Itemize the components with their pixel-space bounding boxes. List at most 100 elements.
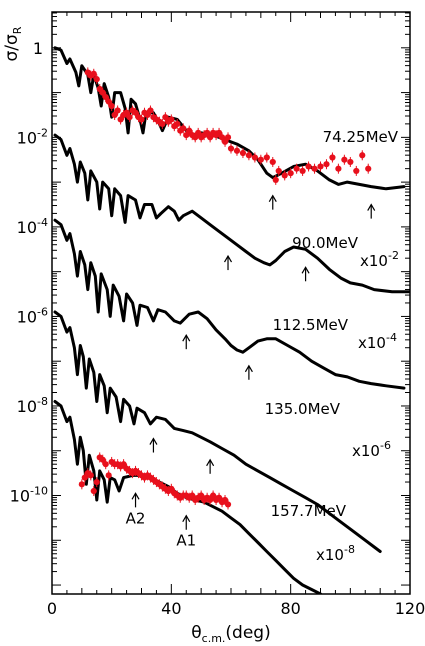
data-point bbox=[174, 120, 181, 128]
data-point bbox=[204, 129, 211, 136]
x-tick-label: 80 bbox=[280, 599, 300, 618]
y-tick-labels: 1 10-2 10-4 10-6 10-8 10-10 bbox=[10, 39, 48, 506]
x-tick-label: 120 bbox=[395, 599, 425, 618]
data-point bbox=[105, 472, 112, 479]
data-point bbox=[224, 501, 232, 508]
data-point bbox=[215, 129, 223, 136]
curve-3 bbox=[53, 310, 382, 553]
data-point bbox=[323, 161, 330, 168]
data-point bbox=[87, 472, 94, 479]
data-point bbox=[293, 165, 300, 172]
data-point bbox=[126, 114, 133, 121]
scale-factor: x10-2 bbox=[360, 249, 399, 270]
data-point bbox=[114, 107, 121, 114]
data-point bbox=[99, 89, 106, 96]
data-point bbox=[78, 481, 85, 488]
data-point bbox=[192, 134, 199, 141]
data-point bbox=[132, 109, 139, 116]
data-point bbox=[144, 111, 151, 119]
arrow-label: A2 bbox=[126, 509, 146, 527]
data-point bbox=[117, 116, 124, 123]
experimental-points bbox=[78, 67, 372, 510]
data-point bbox=[359, 152, 366, 159]
data-point bbox=[102, 93, 109, 101]
data-point bbox=[227, 145, 235, 152]
data-point bbox=[162, 114, 169, 121]
series-name: 135.0MeV bbox=[265, 400, 341, 418]
data-point bbox=[210, 492, 217, 499]
arrow-head bbox=[244, 364, 253, 373]
data-point bbox=[180, 125, 187, 132]
data-point bbox=[263, 154, 270, 161]
series-name: 90.0MeV bbox=[292, 234, 359, 252]
data-point bbox=[218, 134, 226, 141]
scale-factor: x10-4 bbox=[358, 331, 397, 352]
x-axis-title: θc.m.(deg) bbox=[191, 623, 270, 645]
data-point bbox=[257, 156, 264, 163]
y-tick-label: 10-4 bbox=[17, 216, 48, 237]
data-point bbox=[251, 154, 258, 161]
arrow-head bbox=[367, 203, 376, 211]
arrow-head bbox=[131, 492, 140, 500]
data-point bbox=[108, 102, 115, 110]
arrow-label: A1 bbox=[176, 532, 196, 550]
data-point bbox=[138, 116, 145, 123]
y-tick-label: 10-8 bbox=[17, 395, 48, 416]
data-point bbox=[365, 165, 372, 172]
axis-ticks bbox=[51, 12, 411, 594]
data-point bbox=[123, 109, 130, 116]
x-tick-label: 0 bbox=[47, 599, 57, 618]
data-point bbox=[90, 70, 97, 77]
data-point bbox=[353, 167, 360, 175]
y-tick-label: 10-2 bbox=[17, 126, 48, 147]
data-point bbox=[245, 152, 252, 159]
data-point bbox=[102, 461, 109, 468]
x-tick-label: 40 bbox=[161, 599, 181, 618]
data-point bbox=[347, 158, 354, 166]
rainbow-arrows: A2 A1 bbox=[126, 194, 376, 550]
data-point bbox=[198, 492, 205, 499]
data-point bbox=[317, 163, 324, 170]
y-axis-title: σ/σR bbox=[2, 26, 24, 61]
data-point bbox=[287, 170, 294, 177]
data-point bbox=[81, 474, 88, 481]
arrow-head bbox=[223, 254, 233, 263]
data-point bbox=[186, 127, 193, 134]
data-point bbox=[281, 172, 288, 179]
data-point bbox=[189, 492, 196, 499]
data-point bbox=[311, 165, 318, 172]
scale-factor: x10-6 bbox=[352, 439, 391, 460]
data-point bbox=[207, 134, 214, 141]
data-point bbox=[269, 158, 276, 166]
data-point bbox=[207, 496, 214, 504]
data-point bbox=[120, 461, 127, 468]
series-name: 112.5MeV bbox=[273, 316, 349, 334]
data-point bbox=[221, 138, 229, 145]
series-name: 157.7MeV bbox=[271, 502, 347, 520]
data-point bbox=[183, 132, 190, 139]
arrow-head bbox=[268, 194, 277, 202]
data-point bbox=[305, 163, 312, 170]
curve-0 bbox=[53, 46, 406, 191]
data-point bbox=[168, 485, 175, 492]
data-point bbox=[329, 154, 336, 161]
data-point bbox=[239, 149, 247, 157]
data-point bbox=[341, 156, 348, 163]
data-point bbox=[272, 176, 279, 183]
y-tick-label: 10-6 bbox=[17, 305, 48, 326]
arrow-head bbox=[149, 437, 158, 445]
y-tick-label: 10-10 bbox=[10, 485, 48, 506]
series-name: 74.25MeV bbox=[323, 128, 399, 146]
data-point bbox=[93, 478, 100, 486]
data-point bbox=[195, 129, 202, 136]
curve-2 bbox=[53, 218, 406, 390]
arrow-head bbox=[182, 333, 191, 342]
y-tick-label: 1 bbox=[33, 39, 43, 58]
data-point bbox=[221, 496, 229, 504]
data-point bbox=[147, 107, 154, 114]
data-point bbox=[224, 134, 232, 141]
data-point bbox=[99, 456, 106, 463]
curve-1 bbox=[53, 133, 410, 294]
